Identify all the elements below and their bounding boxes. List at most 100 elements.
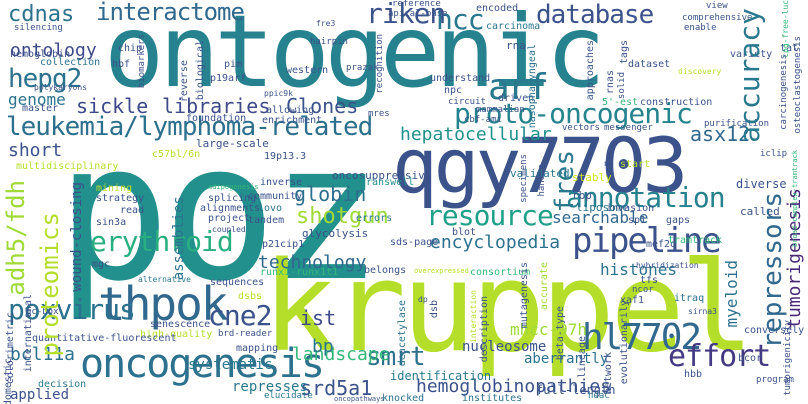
word-smrt: smrt [366,342,426,372]
word-senescence: senescence [150,319,211,330]
word-alignments: alignments [200,203,261,214]
word-validated: validated [510,167,570,180]
word-shotgun: shotgun [296,204,389,229]
word-hepatocellular: hepatocellular [400,124,552,145]
word-community: community [248,191,303,202]
word-driven: driven [498,93,535,104]
word-mutagenesis: mutagenesis [519,262,530,329]
word-cdnas: cdnas [8,2,75,27]
word-5-est: 5'-est [602,97,639,108]
word-circuit: circuit [448,97,486,107]
word-sickle: sickle [76,94,149,118]
word-dp: dp [418,295,428,304]
word-n4: n4 [604,159,614,168]
word-quantitative: quantitative-fluorescent [32,333,177,344]
word-sp1: sp1 [628,215,647,226]
word-ist: ist [300,306,337,330]
word-searchable: searchable [552,208,649,227]
word-thpok: thpok [98,277,228,331]
word-cpg-free: cpg-free-luc [781,0,790,58]
word-chip: chip [118,43,143,54]
word-resource: resource [426,199,554,232]
word-silencing: silencing [14,23,63,33]
word-messenger: messenger [604,123,653,133]
word-beta-type: beta-type [555,306,566,361]
word-foundation: foundation [186,113,247,124]
word-globin: globin [294,182,367,206]
word-kruppel: kruppel [262,236,755,380]
word-construction: construction [640,97,713,108]
word-belongs: belongs [364,265,407,276]
word-variety: variety [730,49,773,60]
word-hl7702: hl7702 [582,317,702,358]
word-bcl11a: bcl11a [10,344,76,365]
word-hemoglobinopathies: hemoglobinopathies [416,376,612,397]
word-interactome: interactome [96,0,245,26]
word-domestic: domestic [3,358,14,404]
word-identification: identification [390,369,492,383]
word-discovery: discovery [678,67,722,76]
word-strategy: strategy [96,193,145,204]
word-cne2: cne2 [208,299,272,332]
word-knocked: knocked [382,393,425,404]
word-mef2d: mef2d [646,239,677,250]
word-hbb: hbb [684,369,703,380]
word-liposome: liposome [576,201,629,214]
word-purification: purification [704,119,770,129]
word-bp: bp [312,336,334,357]
word-mres: mres [368,109,390,119]
word-apical-base: apical-base [388,9,448,19]
word-recognition: recognition [375,34,385,94]
word-sirna3: sirna3 [688,307,717,316]
word-oncopathways: oncopathways [334,395,385,403]
word-19p13: 19p13.3 [264,151,307,162]
word-histones: histones [600,260,678,279]
word-polykaryons: polykaryons [34,83,87,92]
word-errors: errors [356,213,393,224]
word-lovo: lovo [258,203,283,214]
word-program: program [756,375,794,385]
word-pim: pim [224,59,243,70]
word-invasion: invasion [606,203,655,214]
word-ontology: ontology [10,40,97,61]
word-proto-oncogenic: proto-oncogenic [454,97,693,130]
word-cbf-ami: cbf-ami [464,115,502,125]
word-called: called [740,205,780,218]
word-tandem: tandem [248,215,285,226]
word-tags: tags [619,40,630,65]
word-annotation: annotation [566,181,726,214]
word-description: description [479,296,490,363]
word-applied: applied [10,387,70,403]
word-rna: rna [506,39,526,52]
word-p21cip1: p21cip1 [262,239,305,250]
word-mining: mining [96,183,133,194]
word-nasopharyngeal: nasopharyngeal [527,44,538,129]
word-tumorigenicity: tumorigenicity [783,320,793,396]
word-oncosuppressive: oncosuppressive [332,169,432,182]
word-read: read [120,205,145,216]
word-stably: stably [572,171,612,184]
word-coupled: coupled [212,225,246,234]
word-project: project [208,213,251,224]
word-sequences: sequences [210,277,265,288]
word-hcc: hcc [436,3,485,36]
word-decision: decision [38,379,87,390]
word-hemoglobin: hemoglobin [10,49,71,60]
word-approaches: approaches [585,40,596,101]
word-accuracy: accuracy [733,8,766,143]
word-qgy7703: qgy7703 [392,121,688,210]
word-conversely: conversely [744,325,805,336]
word-sin3a: sin3a [96,217,127,228]
word-diverse: diverse [736,177,787,191]
word-institutes: institutes [462,393,523,404]
word-full-length: full-length [536,383,616,397]
word-srd5a1: srd5a1 [300,376,373,400]
word-proteomics: proteomics [36,212,64,357]
word-iclip: iclip [760,149,788,159]
word-vectors: vectors [562,123,600,133]
word-represses: represses [232,379,308,395]
word-adh5: adh5/fdh [2,180,30,296]
word-overexpressed: overexpressed [414,267,469,275]
word-interaction: interaction [469,290,478,343]
